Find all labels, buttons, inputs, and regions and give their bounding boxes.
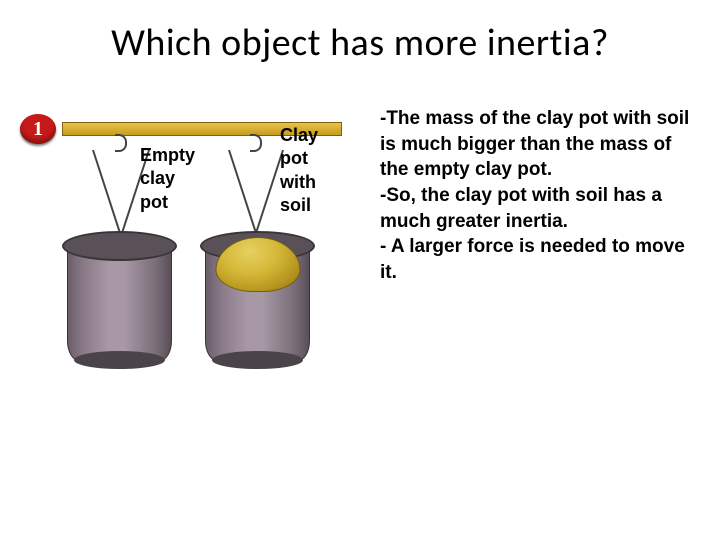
pot-illustration: 1 Empty clay pot Clay pot with soil [20,96,360,436]
hook-right-icon [250,134,262,152]
string-icon [92,150,122,236]
content-row: 1 Empty clay pot Clay pot with soil -The… [0,66,720,436]
explanation-line: -The mass of the clay pot with soil is m… [380,106,690,183]
string-icon [228,150,258,236]
empty-clay-pot [62,231,177,371]
explanation-line: -So, the clay pot with soil has a much g… [380,183,690,234]
label-empty-pot: Empty clay pot [140,144,195,214]
slide-title: Which object has more inertia? [0,0,720,66]
explanation-text: -The mass of the clay pot with soil is m… [360,96,690,436]
explanation-line: - A larger force is needed to move it. [380,234,690,285]
clay-pot-with-soil [200,231,315,371]
hook-left-icon [115,134,127,152]
number-badge: 1 [20,114,56,144]
label-soil-pot: Clay pot with soil [280,124,318,218]
